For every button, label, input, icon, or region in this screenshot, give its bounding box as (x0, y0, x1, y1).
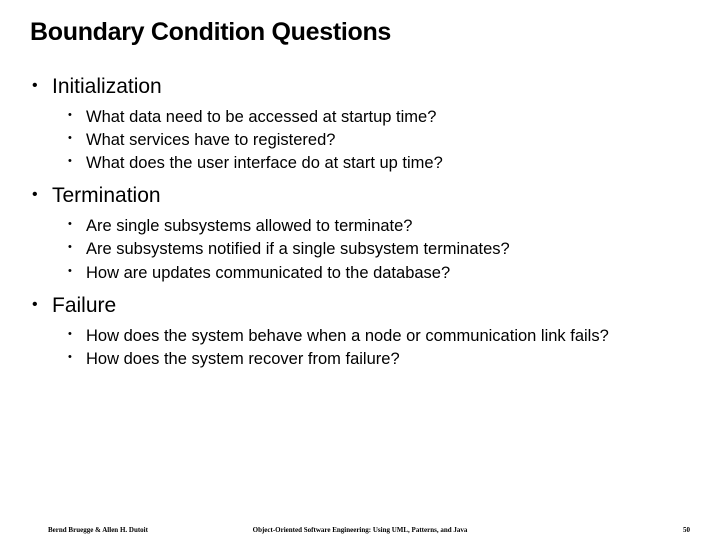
section-termination: Termination Are single subsystems allowe… (52, 184, 690, 283)
list-item: How are updates communicated to the data… (86, 263, 690, 284)
list-item: What does the user interface do at start… (86, 153, 690, 174)
list-item: How does the system recover from failure… (86, 349, 690, 370)
list-item: What services have to registered? (86, 130, 690, 151)
slide: Boundary Condition Questions Initializat… (0, 0, 720, 540)
slide-title: Boundary Condition Questions (30, 18, 690, 47)
section-failure: Failure How does the system behave when … (52, 294, 690, 370)
footer-title: Object-Oriented Software Engineering: Us… (0, 526, 720, 534)
sub-list: Are single subsystems allowed to termina… (52, 216, 690, 283)
list-item: Are subsystems notified if a single subs… (86, 239, 690, 260)
section-initialization: Initialization What data need to be acce… (52, 75, 690, 174)
main-list: Initialization What data need to be acce… (30, 75, 690, 370)
list-item: What data need to be accessed at startup… (86, 107, 690, 128)
sub-list: What data need to be accessed at startup… (52, 107, 690, 174)
sub-list: How does the system behave when a node o… (52, 326, 690, 370)
section-heading: Initialization (52, 75, 162, 98)
section-heading: Failure (52, 294, 116, 317)
footer-page-number: 50 (683, 526, 690, 534)
section-heading: Termination (52, 184, 161, 207)
list-item: Are single subsystems allowed to termina… (86, 216, 690, 237)
list-item: How does the system behave when a node o… (86, 326, 690, 347)
